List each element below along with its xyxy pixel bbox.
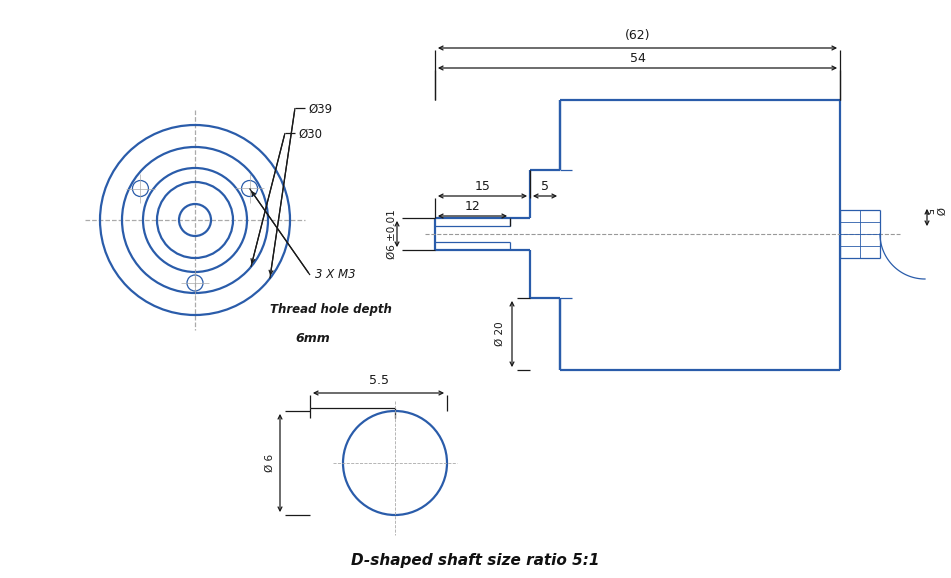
Text: Ø 20: Ø 20: [495, 322, 505, 346]
Text: Ø30: Ø30: [298, 128, 322, 140]
Text: Thread hole depth: Thread hole depth: [270, 303, 392, 317]
Text: Ø 6: Ø 6: [265, 454, 275, 472]
Text: 54: 54: [630, 51, 646, 65]
Text: 5: 5: [541, 180, 549, 192]
Text: (62): (62): [625, 29, 650, 43]
Text: 3 X M3: 3 X M3: [315, 269, 356, 281]
Text: 15: 15: [475, 180, 491, 192]
Text: Ø
5: Ø 5: [922, 208, 943, 216]
Text: 5.5: 5.5: [368, 375, 389, 387]
Text: Ø39: Ø39: [308, 102, 332, 116]
Text: D-shaped shaft size ratio 5:1: D-shaped shaft size ratio 5:1: [351, 553, 600, 568]
Text: 6mm: 6mm: [295, 332, 330, 344]
Text: 12: 12: [465, 199, 480, 213]
Text: Ø6 ±0.01: Ø6 ±0.01: [387, 209, 397, 259]
